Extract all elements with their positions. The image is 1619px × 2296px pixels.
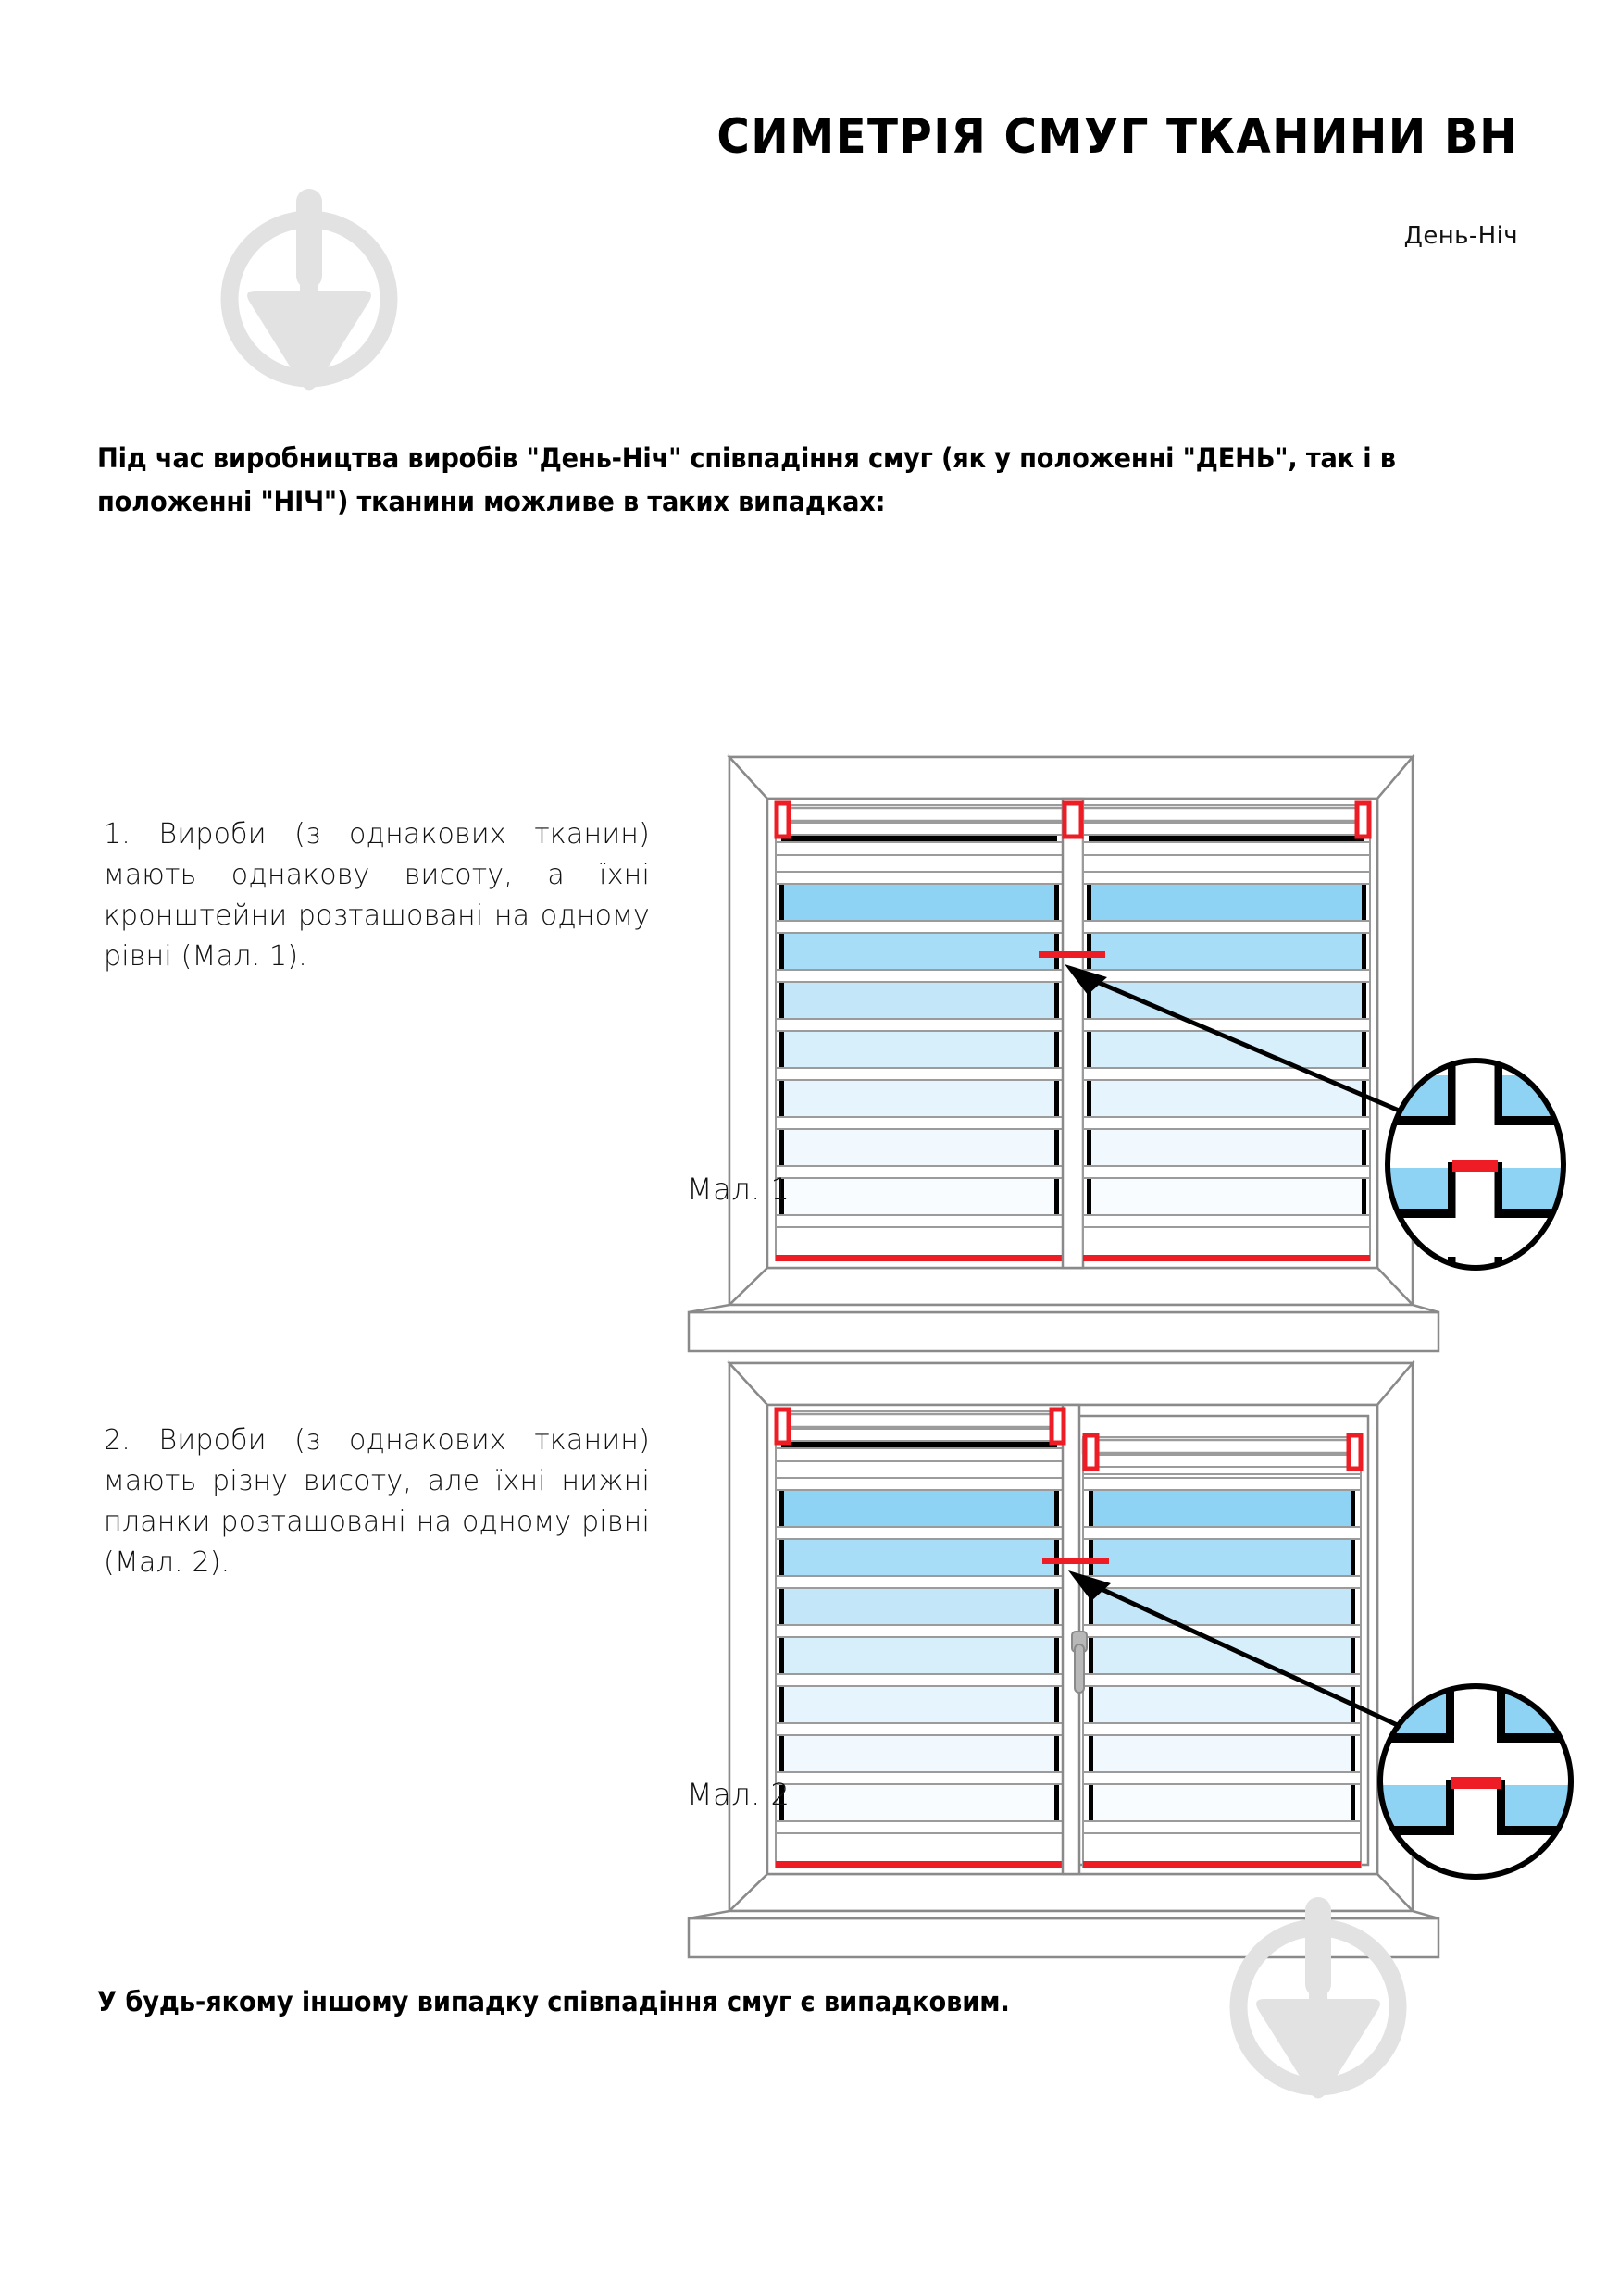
bracket-marker-left — [774, 800, 791, 839]
callout-arrow — [1079, 1577, 1405, 1731]
window-sill — [687, 1872, 1440, 1959]
conclusion-text: У будь-якому іншому випадку співпадіння … — [97, 1986, 1010, 2017]
bottom-rail-left — [776, 1861, 1063, 1868]
stripe-alignment-marker — [1042, 1558, 1109, 1564]
bottom-rail-left — [776, 1255, 1063, 1261]
window-handle-icon — [1071, 1631, 1088, 1694]
figure-caption-1: Мал. 1 — [687, 1172, 791, 1207]
instruction-item-1: 1. Вироби (з однакових тканин) мають одн… — [104, 818, 650, 973]
bracket-marker-center — [1062, 800, 1084, 839]
intro-paragraph: Під час виробництва виробів "День-Ніч" с… — [97, 442, 1396, 517]
bracket-marker-left-inner — [1049, 1407, 1066, 1446]
callout-arrowhead — [1068, 1570, 1111, 1601]
page-title: СИМЕТРІЯ СМУГ ТКАНИНИ ВН — [716, 109, 1518, 165]
bottom-rail-right — [1083, 1861, 1361, 1868]
blind-right-glass-gaps — [1089, 1490, 1355, 1821]
callout-arrowhead — [1065, 964, 1107, 995]
figure-caption-2: Мал. 2 — [687, 1777, 791, 1812]
callout-arrow — [1077, 971, 1404, 1115]
bracket-marker-left-outer — [774, 1407, 791, 1446]
blind-left-glass-gaps — [781, 1490, 1057, 1821]
blind-left-panel — [774, 804, 1065, 1261]
bottom-rail-right — [1083, 1255, 1370, 1261]
stripe-alignment-marker — [1039, 951, 1105, 958]
blind-right-panel — [1081, 804, 1372, 1261]
window-sill — [687, 1266, 1440, 1353]
blind-left-glass-gaps — [781, 884, 1057, 1215]
bracket-markers — [774, 800, 1372, 839]
instruction-item-2: 2. Вироби (з однакових тканин) мають різ… — [104, 1424, 650, 1579]
window-mullion — [1061, 797, 1085, 1270]
bracket-marker-right — [1354, 800, 1372, 839]
blind-left-panel — [774, 1410, 1065, 1868]
magnifier-detail-1 — [1385, 1058, 1566, 1271]
window-figure-1 — [672, 713, 1566, 1353]
page-subtitle: День-Ніч — [1403, 222, 1518, 250]
window-figure-2 — [672, 1319, 1574, 1959]
blind-left-edge-ticks — [779, 885, 1059, 1214]
bracket-markers — [774, 1407, 1364, 1471]
blind-left-slats — [775, 1428, 1064, 1462]
watermark-logo-top — [211, 181, 407, 394]
bracket-marker-right-outer — [1346, 1433, 1364, 1471]
blind-right-panel — [1081, 1436, 1363, 1868]
bracket-marker-right-inner — [1082, 1433, 1100, 1471]
